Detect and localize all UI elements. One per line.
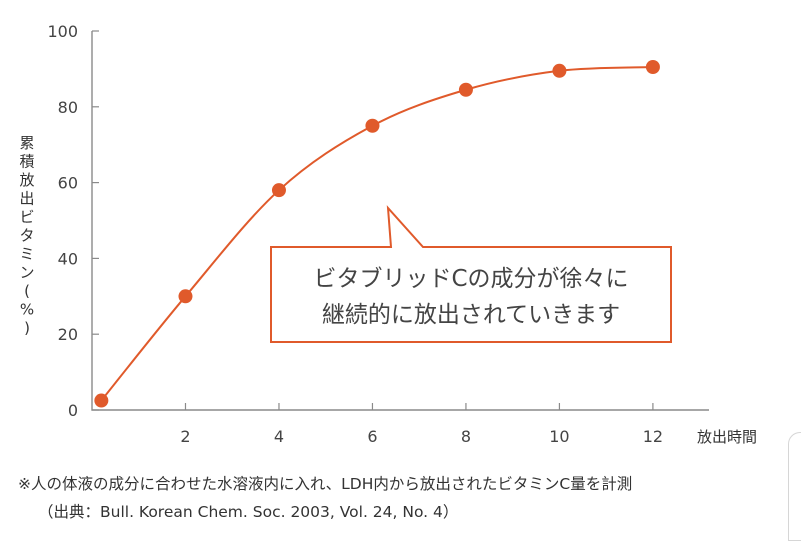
footnote-source: （出典：Bull. Korean Chem. Soc. 2003, Vol. 2… <box>38 503 459 521</box>
y-axis-label-char: ミ <box>19 245 34 263</box>
y-axis-label-char: ン <box>19 264 34 282</box>
y-axis-label-char: タ <box>19 227 34 245</box>
data-point <box>645 60 660 75</box>
edge-panel <box>788 432 801 541</box>
data-point <box>178 289 193 304</box>
x-tick-label: 4 <box>274 427 284 446</box>
series-line <box>100 66 653 402</box>
y-tick-label: 20 <box>58 325 78 344</box>
x-tick-label: 8 <box>461 427 471 446</box>
data-point <box>94 393 109 408</box>
footnote-method: ※人の体液の成分に合わせた水溶液内に入れ、LDH内から放出されたビタミンC量を計… <box>18 475 633 493</box>
data-point <box>458 82 473 97</box>
y-axis-label-char: ( <box>24 282 30 300</box>
y-axis-label-char: 累 <box>19 134 34 152</box>
callout-text-line2: 継続的に放出されていきます <box>322 302 620 328</box>
x-tick-label: 2 <box>180 427 190 446</box>
x-tick-label: 6 <box>367 427 377 446</box>
callout-text-line1: ビタブリッドCの成分が徐々に <box>313 266 628 292</box>
data-point <box>365 118 380 133</box>
data-point <box>271 183 286 198</box>
x-axis-label: 放出時間 <box>697 428 757 446</box>
y-axis-label-char: ビ <box>19 208 34 226</box>
y-tick-label: 0 <box>68 401 78 420</box>
data-points <box>94 60 660 408</box>
y-tick-label: 100 <box>47 22 78 41</box>
y-axis-label-char: % <box>20 301 34 319</box>
y-tick-label: 80 <box>58 98 78 117</box>
y-axis-label-char: ) <box>24 319 30 337</box>
x-tick-labels: 2 4 6 8 10 12 <box>180 403 663 446</box>
y-tick-label: 40 <box>58 249 78 268</box>
annotation-callout: ビタブリッドCの成分が徐々に 継続的に放出されていきます <box>270 205 672 343</box>
x-tick-label: 12 <box>643 427 663 446</box>
y-axis-label-char: 放 <box>19 171 34 189</box>
y-tick-label: 60 <box>58 174 78 193</box>
callout-box <box>270 205 672 343</box>
y-axis-label-char: 積 <box>19 153 34 171</box>
y-axis-label-char: 出 <box>19 190 34 208</box>
y-tick-labels: 0 20 40 60 80 100 <box>47 22 99 420</box>
x-tick-label: 10 <box>549 427 569 446</box>
data-point <box>552 63 567 78</box>
